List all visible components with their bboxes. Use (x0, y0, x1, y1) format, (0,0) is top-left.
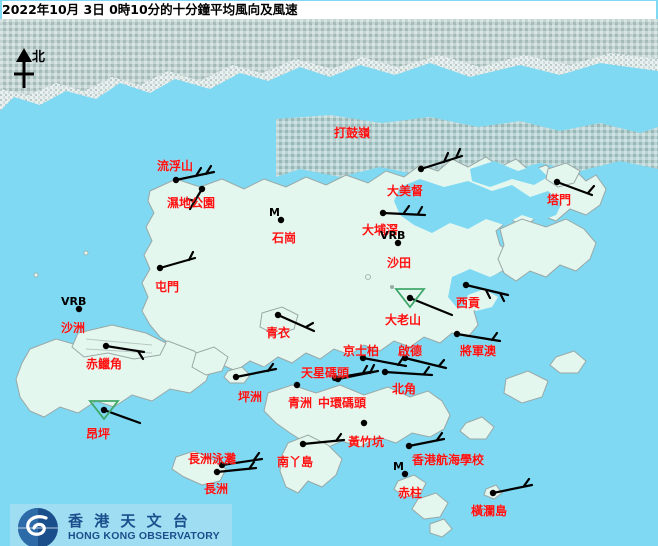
station-label[interactable]: 啟德 (398, 344, 423, 358)
north-arrow: 北 (6, 44, 64, 92)
station-label[interactable]: 長洲泳灘 (188, 452, 237, 466)
station-label[interactable]: 打鼓嶺 (334, 126, 371, 140)
page-title: 2022年10月 3日 0時10分的十分鐘平均風向及風速 (2, 1, 656, 19)
station-label[interactable]: 昂坪 (86, 427, 111, 441)
station-label[interactable]: 大老山 (385, 313, 422, 327)
station-label[interactable]: 流浮山 (157, 159, 194, 173)
station-label[interactable]: 塔門 (547, 193, 572, 207)
station-label[interactable]: 將軍澳 (460, 344, 497, 358)
station-label[interactable]: 石崗 (272, 231, 297, 245)
station-label[interactable]: 赤柱 (398, 486, 423, 500)
station-label[interactable]: 京士柏 (343, 344, 380, 358)
logo-english-text: HONG KONG OBSERVATORY (68, 530, 220, 542)
station-label[interactable]: 屯門 (155, 280, 180, 294)
station-dots (75, 165, 561, 497)
station-label[interactable]: 沙洲 (61, 321, 86, 335)
station-label[interactable]: 沙田 (387, 256, 412, 270)
station-label[interactable]: 赤鱲角 (86, 357, 123, 371)
variable-wind-marker: VRB (61, 295, 87, 308)
variable-wind-marker: VRB (380, 229, 406, 242)
station-label[interactable]: 北角 (392, 382, 417, 396)
station-label[interactable]: 香港航海學校 (412, 453, 485, 467)
station-label[interactable]: 西貢 (456, 296, 481, 310)
station-label[interactable]: 橫瀾島 (471, 504, 508, 518)
missing-data-marker: M (393, 460, 404, 473)
station-label[interactable]: 大美督 (387, 184, 424, 198)
station-label[interactable]: 青洲 (288, 396, 313, 410)
missing-data-marker: M (269, 206, 280, 219)
map-graphic (0, 19, 658, 546)
north-label: 北 (32, 50, 46, 65)
wind-barbs (102, 147, 596, 495)
hko-logo: 香 港 天 文 台 HONG KONG OBSERVATORY (10, 504, 232, 546)
wind-pennants (88, 288, 426, 421)
station-label[interactable]: 濕地公園 (167, 196, 216, 210)
map-canvas[interactable]: 北 打鼓嶺流浮山濕地公園石崗 M 大美督塔門大埔滘沙田 VRB 屯門沙洲 VRB 赤鱲角 西貢… (0, 19, 658, 546)
station-label[interactable]: 大埔滘 (362, 223, 399, 237)
station-label[interactable]: 天星碼頭 (301, 366, 350, 380)
station-label[interactable]: 青衣 (266, 326, 291, 340)
station-label[interactable]: 黃竹坑 (348, 435, 385, 449)
station-label[interactable]: 南丫島 (277, 455, 314, 469)
hko-logo-icon (18, 508, 58, 546)
station-label[interactable]: 長洲 (204, 482, 229, 496)
station-label[interactable]: 坪洲 (238, 390, 263, 404)
logo-chinese-text: 香 港 天 文 台 (68, 512, 191, 530)
station-label[interactable]: 中環碼頭 (318, 396, 367, 410)
